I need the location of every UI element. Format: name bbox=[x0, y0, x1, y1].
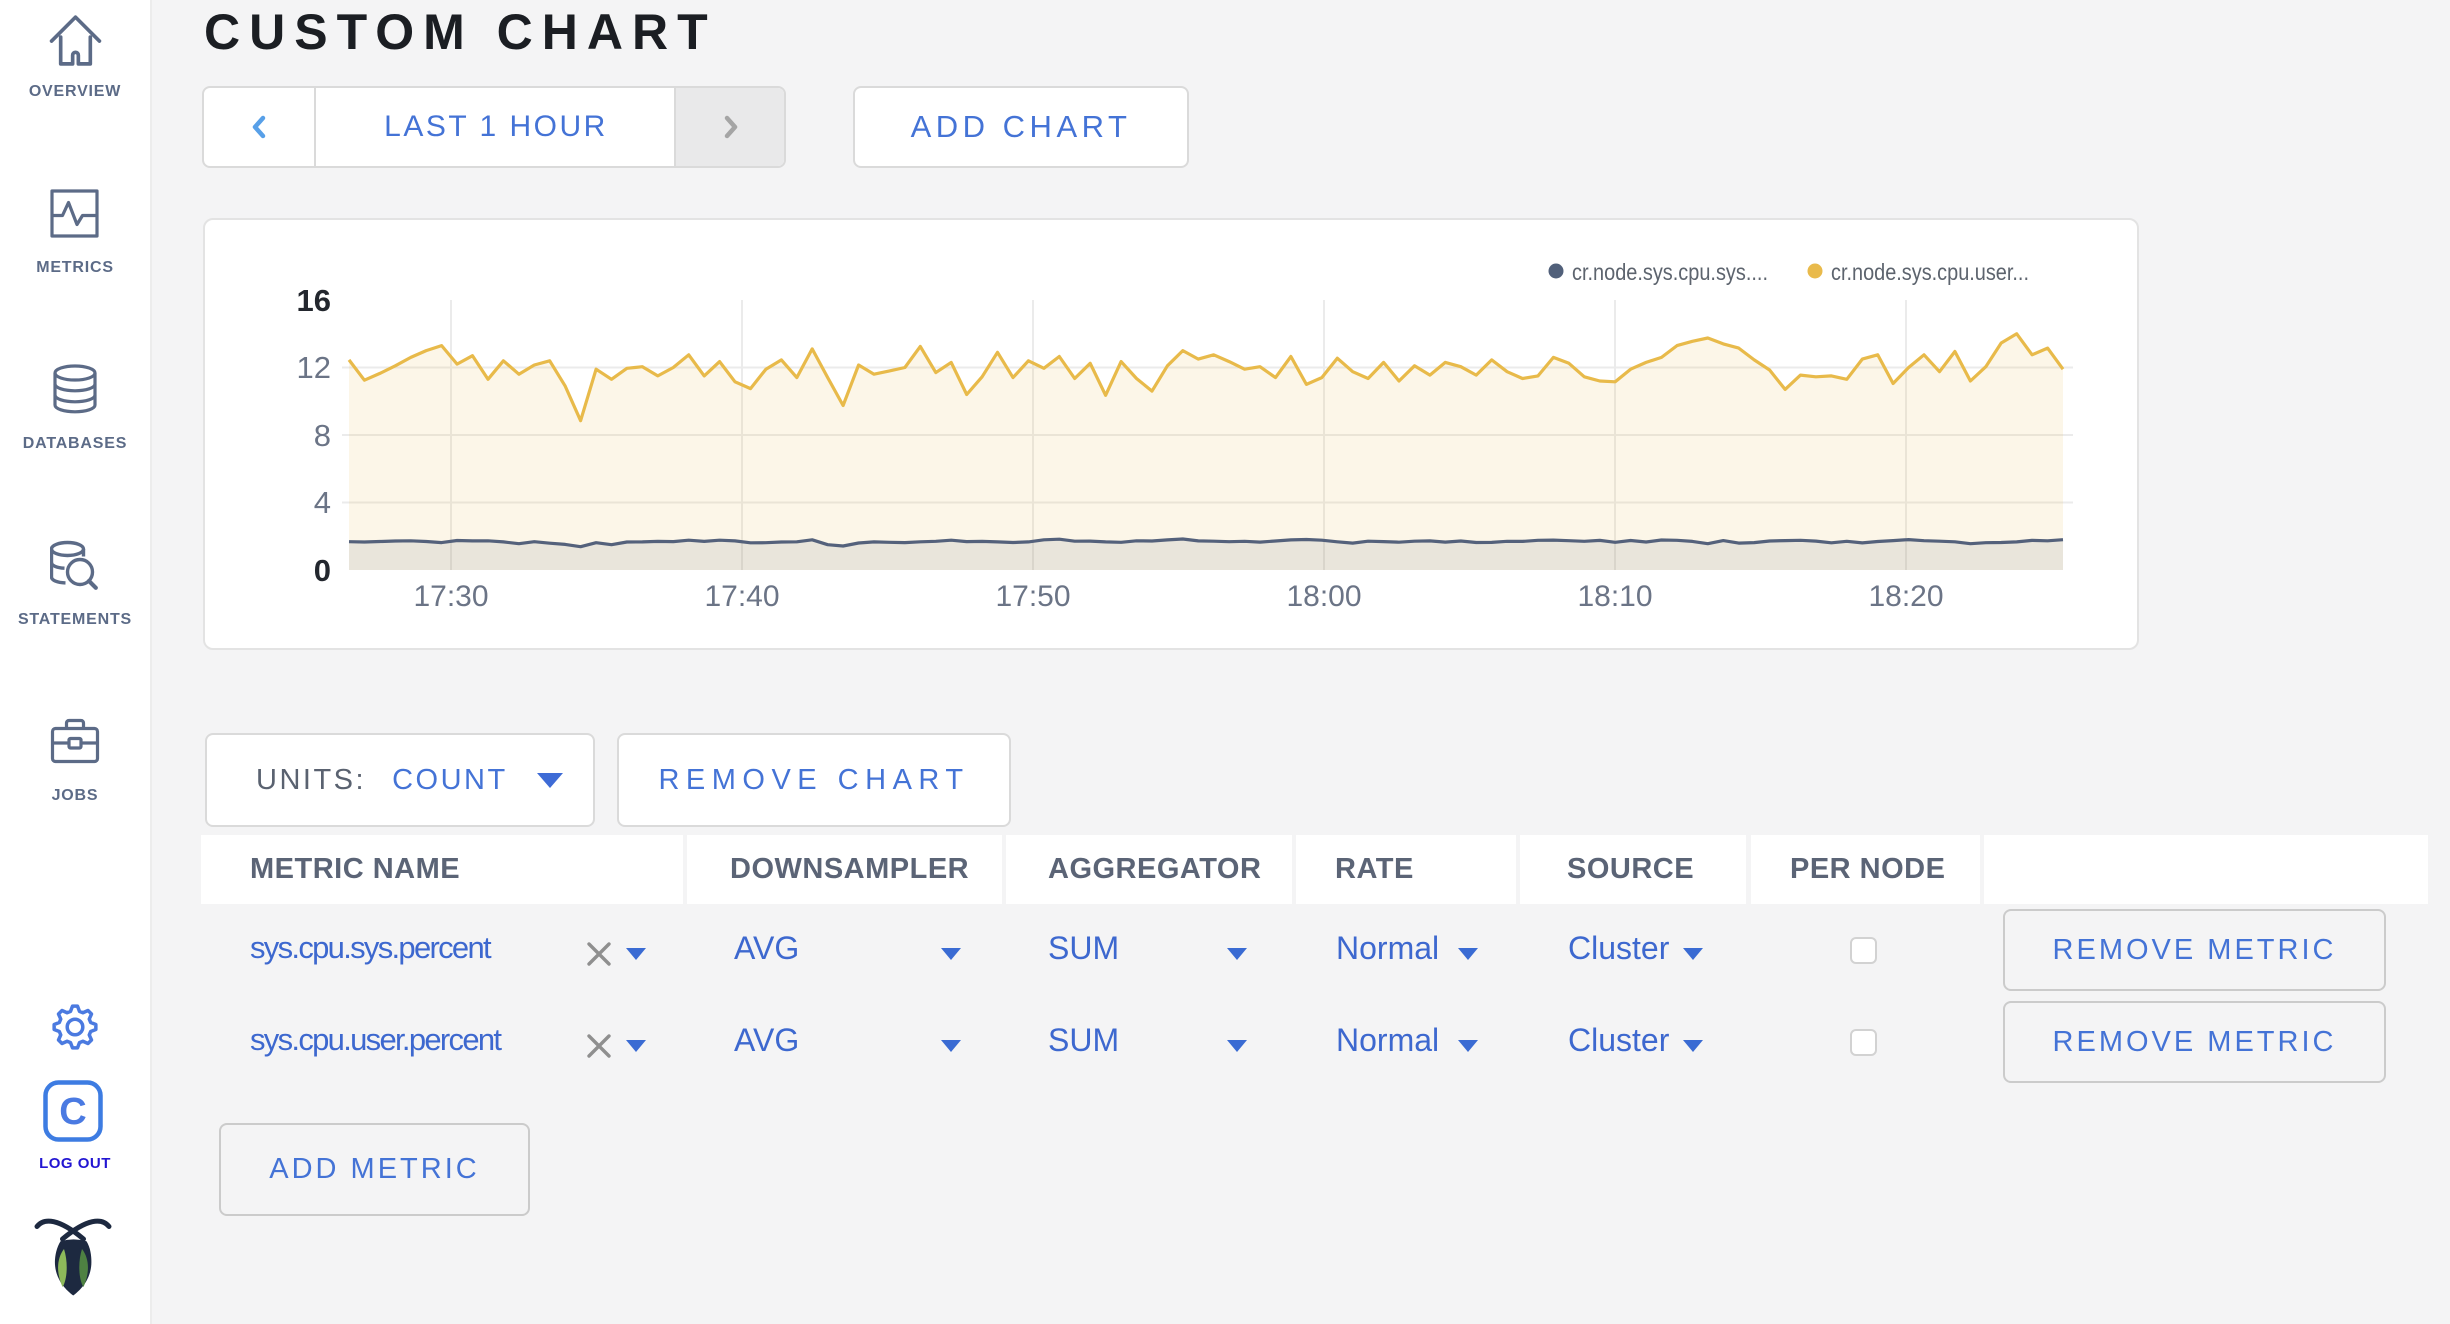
svg-text:18:10: 18:10 bbox=[1577, 580, 1652, 613]
svg-text:C: C bbox=[59, 1091, 86, 1133]
svg-text:12: 12 bbox=[297, 350, 331, 385]
svg-text:16: 16 bbox=[297, 283, 331, 318]
svg-text:4: 4 bbox=[314, 485, 331, 520]
svg-text:18:20: 18:20 bbox=[1868, 580, 1943, 613]
svg-text:cr.node.sys.cpu.sys....: cr.node.sys.cpu.sys.... bbox=[1572, 259, 1768, 285]
svg-text:0: 0 bbox=[314, 553, 331, 588]
svg-text:17:30: 17:30 bbox=[413, 580, 488, 613]
svg-text:17:40: 17:40 bbox=[704, 580, 779, 613]
svg-text:8: 8 bbox=[314, 418, 331, 453]
svg-text:17:50: 17:50 bbox=[995, 580, 1070, 613]
svg-text:cr.node.sys.cpu.user...: cr.node.sys.cpu.user... bbox=[1831, 259, 2029, 285]
svg-text:18:00: 18:00 bbox=[1286, 580, 1361, 613]
